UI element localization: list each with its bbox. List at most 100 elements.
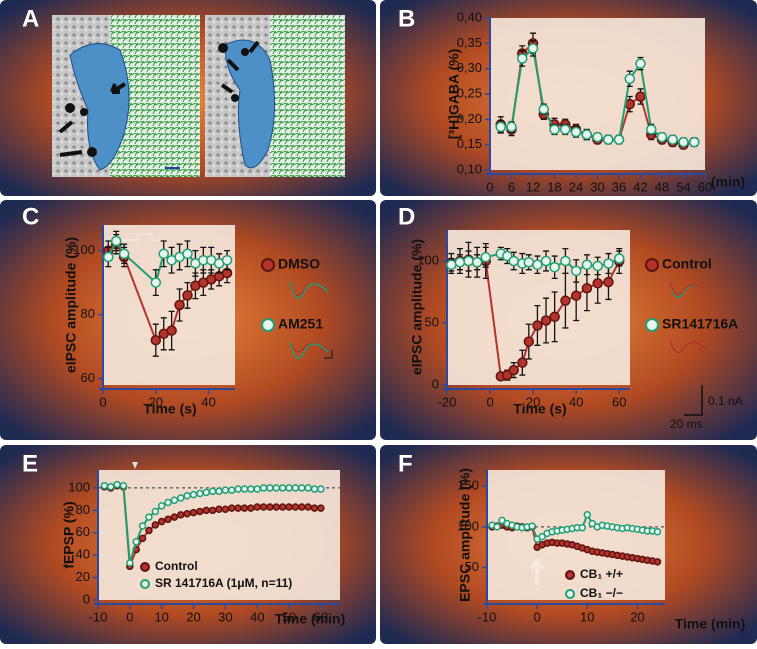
data-point [227, 486, 236, 494]
x-tick-label: 60 [612, 394, 626, 409]
data-point [570, 265, 582, 277]
y-tick-label: 60 [76, 524, 90, 539]
y-tick-label: 150 [457, 478, 479, 493]
data-point [471, 256, 483, 268]
data-point [247, 504, 255, 512]
data-point [592, 278, 603, 289]
y-axis-label: EPSC amplitude (%) [457, 468, 473, 602]
data-point [278, 484, 287, 492]
legend-label: Control [662, 256, 712, 272]
data-point [100, 481, 109, 490]
data-point [182, 248, 193, 260]
data-point [506, 121, 517, 133]
data-point [581, 259, 593, 270]
micrograph-region [270, 15, 345, 177]
panel-label: A [22, 5, 39, 32]
data-point [240, 504, 249, 512]
data-point [151, 507, 160, 516]
data-point [208, 487, 217, 496]
data-point [646, 124, 657, 135]
y-tick-label: 0,40 [457, 9, 482, 24]
data-point [653, 558, 662, 566]
y-tick-label: 100 [417, 252, 439, 267]
data-point [164, 498, 172, 507]
data-point [624, 73, 635, 85]
data-point [549, 261, 560, 273]
legend-marker [140, 579, 150, 589]
y-axis-label: fEPSP (%) [61, 501, 77, 568]
data-point [603, 258, 614, 269]
data-point [538, 103, 549, 115]
y-tick-label: 40 [76, 547, 90, 562]
data-point [454, 256, 466, 268]
data-point [253, 503, 261, 511]
data-point [517, 53, 528, 64]
y-tick-label: 60 [81, 370, 95, 385]
data-point [126, 559, 134, 567]
x-tick-label: 54 [676, 179, 690, 194]
y-axis-label: [³H]GABA (%) [446, 49, 462, 139]
data-point [150, 277, 162, 288]
x-tick-label: 48 [655, 179, 669, 194]
cell [69, 43, 130, 171]
data-point [656, 131, 668, 143]
y-axis-label: eIPSC amplitude (%) [409, 239, 425, 375]
data-point [310, 485, 319, 493]
data-point [635, 91, 646, 102]
legend-label: DMSO [278, 256, 320, 272]
y-tick-label: 20 [76, 569, 90, 584]
legend-marker [565, 570, 575, 580]
data-point [170, 496, 179, 505]
legend-label: SR 141716A (1μM, n=11) [155, 576, 292, 590]
x-tick-label: 10 [154, 609, 168, 624]
data-point [272, 503, 281, 511]
y-tick-label: 100 [457, 518, 479, 533]
panel-labels: A B C D E F [22, 5, 415, 477]
x-tick-label: 20 [630, 609, 644, 624]
data-point [196, 507, 204, 516]
x-tick-label: 20 [149, 394, 163, 409]
data-point [138, 534, 147, 543]
data-point [689, 136, 700, 148]
data-point [110, 235, 122, 247]
x-tick-label: 0 [126, 609, 133, 624]
data-point [603, 134, 614, 145]
data-point [495, 121, 506, 133]
data-point [227, 504, 236, 512]
data-point [103, 251, 114, 263]
data-point [177, 511, 185, 519]
data-point [560, 255, 571, 267]
x-tick-label: 20 [186, 609, 200, 624]
data-point [304, 484, 312, 492]
data-point [234, 504, 242, 512]
y-tick-label: 0,25 [457, 85, 482, 100]
panel-label: F [398, 450, 413, 477]
data-point [145, 526, 153, 535]
x-tick-label: 40 [569, 394, 583, 409]
data-point [493, 523, 501, 531]
data-point [549, 311, 560, 323]
panel-label: B [398, 5, 415, 32]
y-tick-label: 0,35 [457, 35, 482, 50]
data-point [247, 485, 255, 493]
x-tick-label: -10 [478, 609, 497, 624]
data-point [528, 522, 536, 530]
data-point [523, 336, 535, 347]
data-point [253, 485, 261, 493]
data-point [183, 492, 191, 500]
data-point [532, 320, 543, 331]
data-point [132, 537, 140, 546]
data-point [164, 515, 172, 524]
data-point [480, 252, 492, 263]
data-point [234, 485, 242, 493]
data-point [298, 484, 306, 492]
scale-bar [684, 385, 703, 416]
data-point [170, 513, 179, 521]
x-tick-label: 36 [612, 179, 626, 194]
legend-label: CB₁ −/− [580, 586, 623, 600]
y-tick-label: 0,20 [457, 111, 482, 126]
data-point [240, 485, 249, 493]
x-axis-label: (min) [711, 174, 745, 190]
data-point [119, 481, 128, 490]
x-tick-label: 18 [547, 179, 561, 194]
